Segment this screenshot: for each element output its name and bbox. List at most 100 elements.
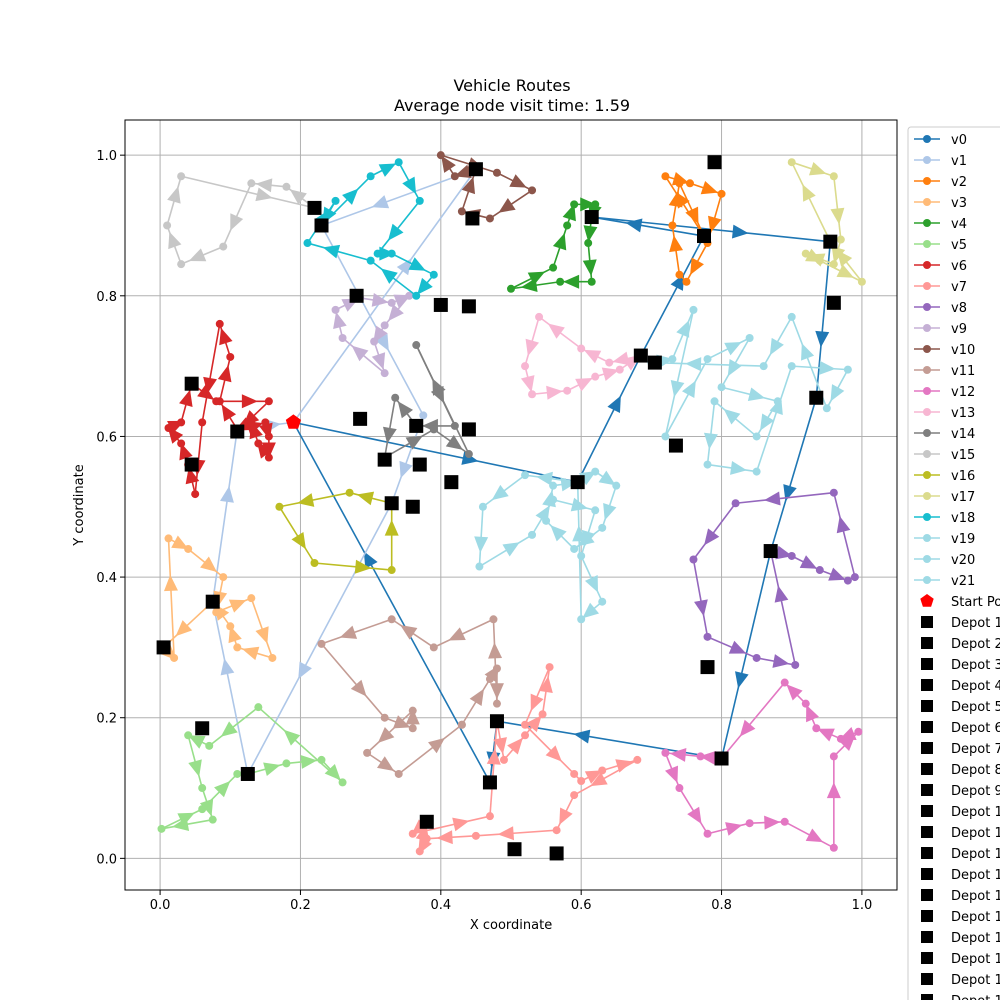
- route-node: [387, 249, 396, 258]
- route-node: [475, 562, 484, 571]
- legend-entry: v14: [914, 427, 975, 442]
- route-node: [408, 706, 417, 715]
- route-arrow: [538, 676, 553, 693]
- route-node: [429, 425, 438, 434]
- legend-label: Depot 7: [951, 742, 1000, 757]
- route-segment: [791, 161, 832, 243]
- route-node: [177, 439, 186, 448]
- legend-label: v7: [951, 280, 967, 295]
- route-segment: [664, 175, 705, 237]
- route-node: [591, 506, 600, 515]
- route-arrow: [356, 491, 375, 506]
- route-arrow: [322, 244, 341, 259]
- legend-label: Depot 1: [951, 805, 1000, 820]
- legend-marker: [923, 555, 931, 563]
- route-arrow: [220, 658, 235, 676]
- route-node: [338, 333, 347, 342]
- route-arrow: [583, 225, 598, 243]
- route-arrow: [448, 627, 466, 641]
- route-segment: [320, 225, 424, 416]
- route-node: [191, 490, 200, 499]
- route-node: [703, 355, 712, 364]
- legend-label: v4: [951, 217, 967, 232]
- route-node: [471, 831, 480, 840]
- route-node: [552, 826, 561, 835]
- legend-entry: v9: [914, 322, 967, 337]
- legend-depot-marker: [921, 700, 933, 712]
- route-segment: [257, 706, 344, 784]
- route-node: [408, 829, 417, 838]
- legend-entry: Depot 7: [921, 742, 1000, 757]
- legend-depot-marker: [921, 889, 933, 901]
- route-node: [745, 819, 754, 828]
- legend-label: Depot 1: [951, 994, 1000, 1000]
- route-arrow: [685, 206, 699, 225]
- route-arrow: [497, 826, 515, 841]
- x-tick-label: 0.8: [711, 898, 732, 913]
- route-arrow: [578, 470, 597, 486]
- route-node: [198, 805, 207, 814]
- route-arrow: [573, 729, 591, 744]
- legend-marker: [923, 408, 931, 416]
- route-arrow: [530, 693, 544, 712]
- route-arrow: [486, 748, 501, 765]
- route-node: [829, 488, 838, 497]
- route-arrow: [354, 559, 372, 574]
- route-node: [457, 207, 466, 216]
- legend-label: v5: [951, 238, 967, 253]
- route-arrow: [731, 224, 749, 239]
- legend-entry: v2: [914, 175, 967, 190]
- legend-entry: Depot 1: [921, 826, 1000, 841]
- route-v19: [474, 471, 607, 624]
- route-arrow: [704, 528, 720, 546]
- route-node: [164, 534, 173, 543]
- route-segment: [292, 168, 477, 423]
- route-node: [226, 352, 235, 361]
- depot-marker: [314, 218, 329, 233]
- legend-label: Depot 8: [951, 763, 1000, 778]
- route-node: [605, 358, 614, 367]
- route-node: [450, 421, 459, 430]
- route-arrow: [200, 556, 217, 573]
- route-v12: [661, 678, 863, 852]
- route-v7: [408, 663, 642, 856]
- route-arrow: [405, 708, 420, 725]
- route-arrow: [297, 493, 315, 507]
- route-node: [212, 397, 221, 406]
- route-node: [689, 555, 698, 564]
- route-node: [215, 319, 224, 328]
- legend-depot-marker: [921, 847, 933, 859]
- route-node: [282, 182, 291, 191]
- route-node: [612, 481, 621, 490]
- route-arrow: [263, 762, 281, 777]
- route-arrow: [474, 536, 489, 553]
- route-segment: [720, 550, 772, 759]
- route-node: [268, 653, 277, 662]
- legend-label: v6: [951, 259, 967, 274]
- depot-marker: [184, 457, 199, 472]
- route-node: [408, 724, 417, 733]
- legend: v0 v1 v2 v3 v4 v5 v6 v7 v8 v9 v10 v11 v12 v13 v14 v15 v1…: [907, 126, 1000, 1004]
- route-arrow: [668, 190, 683, 208]
- legend-label: v3: [951, 196, 967, 211]
- legend-entry: Depot 5: [921, 700, 1000, 715]
- route-node: [247, 179, 256, 188]
- route-arrow: [542, 490, 556, 508]
- depot-marker: [461, 299, 476, 314]
- route-segment: [440, 154, 498, 174]
- route-segment: [320, 643, 386, 719]
- route-arrow: [739, 719, 756, 737]
- route-arrow: [665, 765, 679, 784]
- route-node: [394, 769, 403, 778]
- legend-entry: Depot 1: [921, 847, 1000, 862]
- route-node: [405, 291, 414, 300]
- route-arrow: [400, 624, 418, 640]
- route-arrow: [526, 715, 542, 733]
- route-node: [345, 488, 354, 497]
- route-node: [696, 752, 705, 761]
- route-node: [703, 829, 712, 838]
- legend-marker: [923, 240, 931, 248]
- route-segment: [664, 358, 709, 437]
- route-segment: [321, 618, 392, 645]
